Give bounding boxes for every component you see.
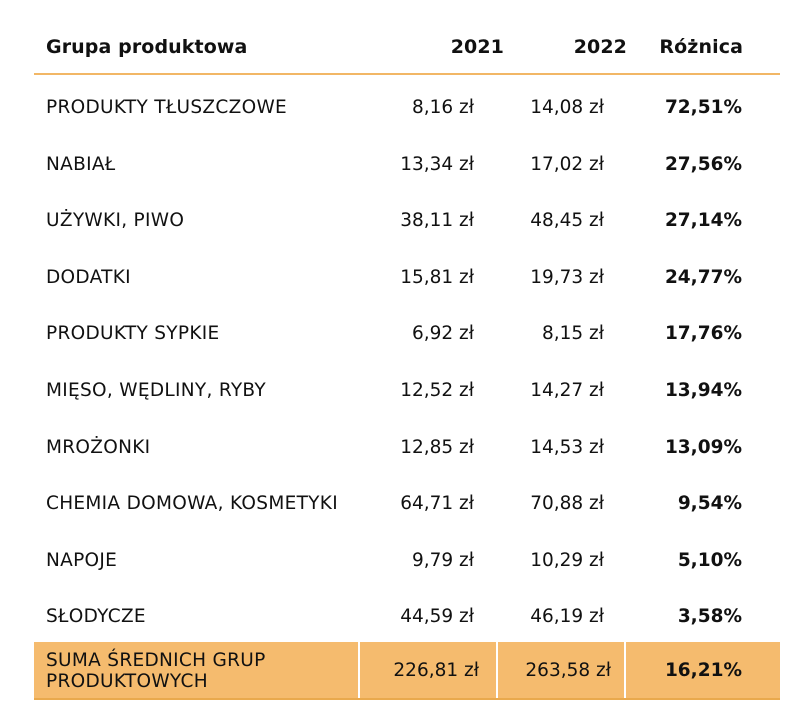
group-name: UŻYWKI, PIWO	[46, 210, 185, 232]
price-2022: 14,27 zł	[530, 379, 604, 401]
table-row: DODATKI 15,81 zł 19,73 zł 24,77%	[34, 245, 780, 302]
price-difference: 5,10%	[677, 549, 742, 571]
column-divider	[624, 642, 626, 698]
price-2021: 12,52 zł	[400, 379, 474, 401]
total-2021: 226,81 zł	[393, 660, 479, 681]
total-difference: 16,21%	[664, 660, 742, 681]
header-difference: Różnica	[659, 36, 743, 58]
table-row: PRODUKTY TŁUSZCZOWE 8,16 zł 14,08 zł 72,…	[34, 75, 780, 132]
header-2022: 2022	[573, 36, 627, 58]
price-2021: 8,16 zł	[411, 97, 474, 118]
column-divider	[358, 642, 360, 698]
table-row: UŻYWKI, PIWO 38,11 zł 48,45 zł 27,14%	[34, 188, 780, 245]
group-name: PRODUKTY TŁUSZCZOWE	[46, 97, 288, 118]
group-name: MROŻONKI	[46, 436, 151, 458]
price-difference: 27,14%	[664, 210, 742, 232]
price-2021: 44,59 zł	[400, 606, 474, 628]
total-label: SUMA ŚREDNICH GRUP PRODUKTOWYCH	[46, 650, 346, 692]
table-row: SŁODYCZE 44,59 zł 46,19 zł 3,58%	[34, 584, 780, 641]
group-name: PRODUKTY SYPKIE	[46, 323, 220, 345]
price-difference: 3,58%	[677, 606, 742, 628]
total-label-line1: SUMA ŚREDNICH GRUP	[46, 650, 266, 671]
group-name: MIĘSO, WĘDLINY, RYBY	[46, 379, 267, 401]
price-difference: 24,77%	[664, 266, 742, 288]
price-2022: 8,15 zł	[541, 323, 604, 345]
price-2022: 10,29 zł	[530, 549, 604, 571]
group-name: NABIAŁ	[46, 153, 116, 175]
table-row: MROŻONKI 12,85 zł 14,53 zł 13,09%	[34, 415, 780, 472]
table-header: Grupa produktowa 2021 2022 Różnica	[34, 0, 780, 75]
group-name: NAPOJE	[46, 549, 118, 571]
table-row: PRODUKTY SYPKIE 6,92 zł 8,15 zł 17,76%	[34, 301, 780, 358]
price-difference: 72,51%	[664, 97, 742, 118]
group-name: SŁODYCZE	[46, 606, 146, 628]
price-difference: 17,76%	[664, 323, 742, 345]
price-2022: 19,73 zł	[530, 266, 604, 288]
table-row: CHEMIA DOMOWA, KOSMETYKI 64,71 zł 70,88 …	[34, 471, 780, 528]
total-2022: 263,58 zł	[525, 660, 611, 681]
price-2022: 46,19 zł	[530, 606, 604, 628]
group-name: DODATKI	[46, 266, 131, 288]
price-2022: 48,45 zł	[530, 210, 604, 232]
price-difference: 13,94%	[664, 379, 742, 401]
price-2021: 38,11 zł	[400, 210, 474, 232]
price-2022: 14,08 zł	[530, 97, 604, 118]
price-2021: 6,92 zł	[411, 323, 474, 345]
column-divider	[496, 642, 498, 698]
price-difference: 13,09%	[664, 436, 742, 458]
total-row: SUMA ŚREDNICH GRUP PRODUKTOWYCH 226,81 z…	[34, 642, 780, 700]
header-2021: 2021	[450, 36, 504, 58]
total-label-line2: PRODUKTOWYCH	[46, 671, 208, 692]
price-difference: 27,56%	[664, 153, 742, 175]
table-row: NABIAŁ 13,34 zł 17,02 zł 27,56%	[34, 132, 780, 189]
table-row: NAPOJE 9,79 zł 10,29 zł 5,10%	[34, 528, 780, 585]
price-2022: 14,53 zł	[530, 436, 604, 458]
group-name: CHEMIA DOMOWA, KOSMETYKI	[46, 493, 338, 515]
header-group: Grupa produktowa	[46, 36, 248, 58]
price-comparison-table: Grupa produktowa 2021 2022 Różnica PRODU…	[34, 0, 780, 641]
price-2021: 9,79 zł	[411, 549, 474, 571]
table-row: MIĘSO, WĘDLINY, RYBY 12,52 zł 14,27 zł 1…	[34, 358, 780, 415]
price-2021: 13,34 zł	[400, 153, 474, 175]
price-2021: 12,85 zł	[400, 436, 474, 458]
price-2022: 17,02 zł	[530, 153, 604, 175]
price-2022: 70,88 zł	[530, 493, 604, 515]
price-2021: 64,71 zł	[400, 493, 474, 515]
price-2021: 15,81 zł	[400, 266, 474, 288]
price-difference: 9,54%	[677, 493, 742, 515]
